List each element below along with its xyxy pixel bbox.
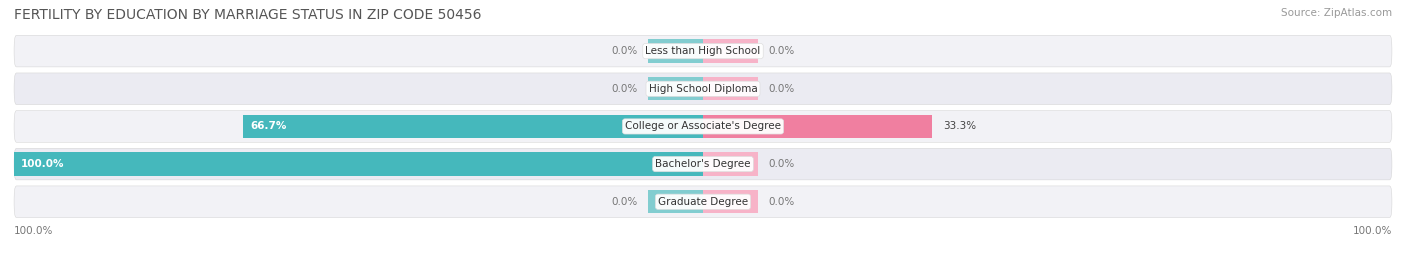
Text: 66.7%: 66.7% — [250, 121, 287, 132]
FancyBboxPatch shape — [14, 111, 1392, 142]
Bar — [703, 77, 758, 100]
Bar — [648, 77, 703, 100]
Bar — [703, 115, 932, 138]
Bar — [703, 190, 758, 213]
FancyBboxPatch shape — [14, 73, 1392, 105]
Text: 0.0%: 0.0% — [612, 84, 637, 94]
Bar — [703, 40, 758, 63]
Text: 100.0%: 100.0% — [1353, 226, 1392, 236]
FancyBboxPatch shape — [14, 35, 1392, 67]
Text: Bachelor's Degree: Bachelor's Degree — [655, 159, 751, 169]
Text: Less than High School: Less than High School — [645, 46, 761, 56]
Text: 100.0%: 100.0% — [14, 226, 53, 236]
Text: 33.3%: 33.3% — [943, 121, 976, 132]
Text: Graduate Degree: Graduate Degree — [658, 197, 748, 207]
Text: Source: ZipAtlas.com: Source: ZipAtlas.com — [1281, 8, 1392, 18]
Bar — [703, 153, 758, 176]
Text: 0.0%: 0.0% — [769, 159, 794, 169]
Text: 0.0%: 0.0% — [769, 197, 794, 207]
FancyBboxPatch shape — [14, 186, 1392, 218]
Text: 0.0%: 0.0% — [769, 46, 794, 56]
Text: 0.0%: 0.0% — [612, 197, 637, 207]
Text: 100.0%: 100.0% — [21, 159, 65, 169]
Legend: Married, Unmarried: Married, Unmarried — [626, 268, 780, 269]
FancyBboxPatch shape — [14, 148, 1392, 180]
Text: FERTILITY BY EDUCATION BY MARRIAGE STATUS IN ZIP CODE 50456: FERTILITY BY EDUCATION BY MARRIAGE STATU… — [14, 8, 482, 22]
Text: College or Associate's Degree: College or Associate's Degree — [626, 121, 780, 132]
Text: 0.0%: 0.0% — [769, 84, 794, 94]
Bar — [648, 40, 703, 63]
Bar — [648, 190, 703, 213]
Bar — [14, 153, 703, 176]
Bar — [243, 115, 703, 138]
Text: 0.0%: 0.0% — [612, 46, 637, 56]
Text: High School Diploma: High School Diploma — [648, 84, 758, 94]
